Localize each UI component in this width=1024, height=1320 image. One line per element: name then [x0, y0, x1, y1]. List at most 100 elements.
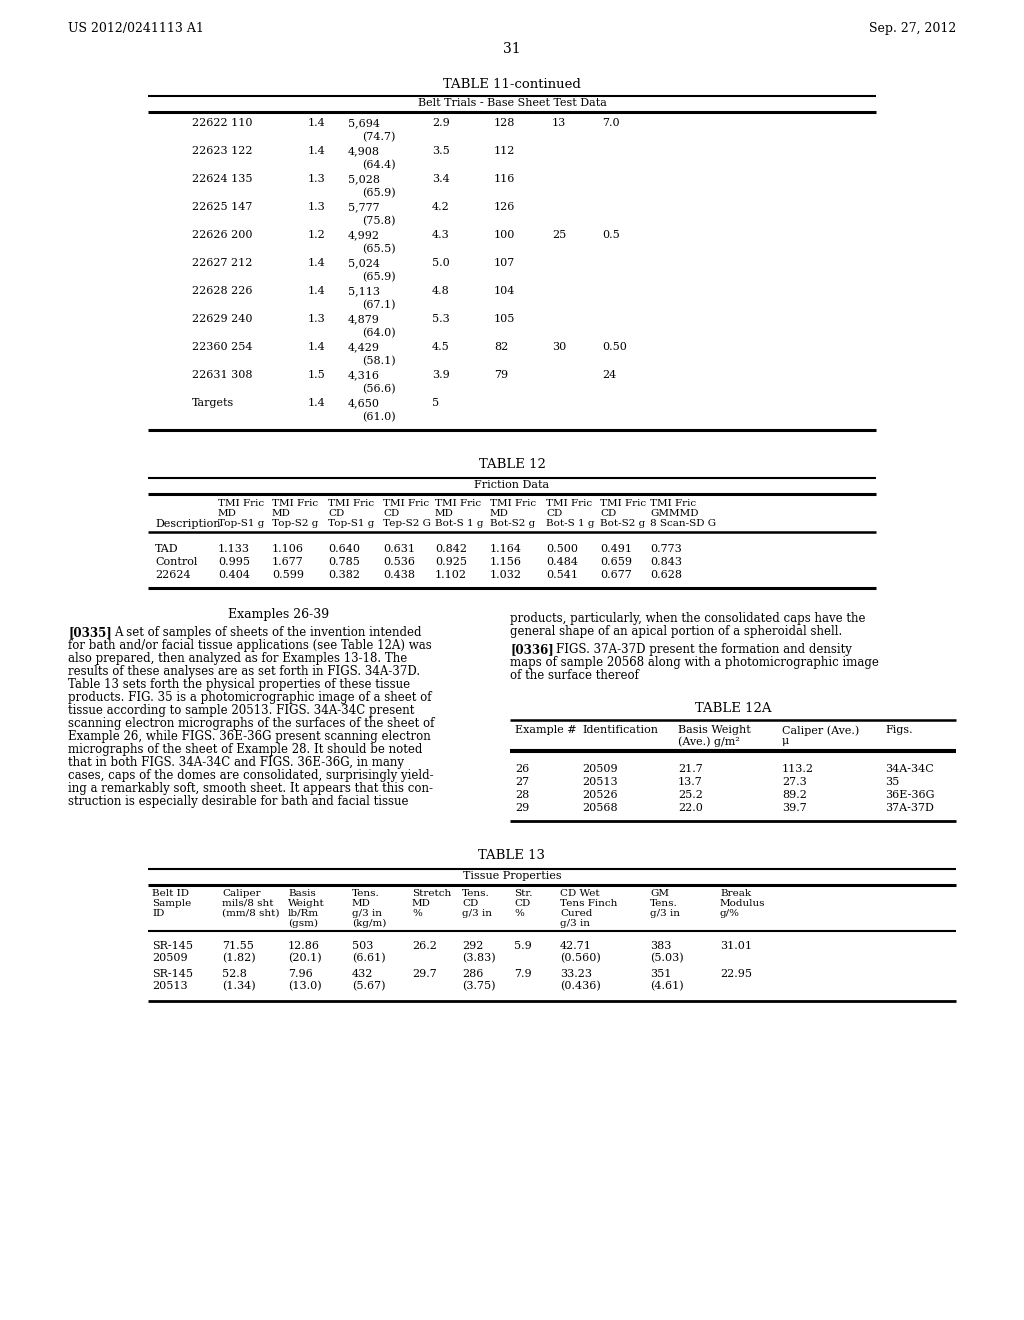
Text: (65.5): (65.5): [362, 244, 395, 255]
Text: 351: 351: [650, 969, 672, 979]
Text: 20513: 20513: [582, 777, 617, 787]
Text: 4,429: 4,429: [348, 342, 380, 352]
Text: 432: 432: [352, 969, 374, 979]
Text: 4,650: 4,650: [348, 399, 380, 408]
Text: 100: 100: [494, 230, 515, 240]
Text: 28: 28: [515, 789, 529, 800]
Text: g/3 in: g/3 in: [462, 909, 492, 917]
Text: Bot-S 1 g: Bot-S 1 g: [546, 519, 595, 528]
Text: 22628 226: 22628 226: [193, 286, 253, 296]
Text: results of these analyses are as set forth in FIGS. 34A-37D.: results of these analyses are as set for…: [68, 665, 420, 678]
Text: (3.75): (3.75): [462, 981, 496, 991]
Text: MD: MD: [412, 899, 431, 908]
Text: 128: 128: [494, 117, 515, 128]
Text: 4.2: 4.2: [432, 202, 450, 213]
Text: 0.5: 0.5: [602, 230, 620, 240]
Text: 0.491: 0.491: [600, 544, 632, 554]
Text: 3.5: 3.5: [432, 147, 450, 156]
Text: for bath and/or facial tissue applications (see Table 12A) was: for bath and/or facial tissue applicatio…: [68, 639, 432, 652]
Text: Sample: Sample: [152, 899, 191, 908]
Text: 22.95: 22.95: [720, 969, 752, 979]
Text: CD: CD: [546, 510, 562, 517]
Text: 5: 5: [432, 399, 439, 408]
Text: 5.0: 5.0: [432, 257, 450, 268]
Text: Modulus: Modulus: [720, 899, 766, 908]
Text: ID: ID: [152, 909, 165, 917]
Text: (64.0): (64.0): [362, 327, 395, 338]
Text: Examples 26-39: Examples 26-39: [228, 609, 330, 620]
Text: (mm/8 sht): (mm/8 sht): [222, 909, 280, 917]
Text: products. FIG. 35 is a photomicrographic image of a sheet of: products. FIG. 35 is a photomicrographic…: [68, 690, 431, 704]
Text: 0.484: 0.484: [546, 557, 578, 568]
Text: 5,028: 5,028: [348, 174, 380, 183]
Text: (5.03): (5.03): [650, 953, 684, 964]
Text: 79: 79: [494, 370, 508, 380]
Text: TMI Fric: TMI Fric: [383, 499, 429, 508]
Text: 0.677: 0.677: [600, 570, 632, 579]
Text: 0.536: 0.536: [383, 557, 415, 568]
Text: 0.404: 0.404: [218, 570, 250, 579]
Text: 104: 104: [494, 286, 515, 296]
Text: 22624 135: 22624 135: [193, 174, 253, 183]
Text: 21.7: 21.7: [678, 764, 702, 774]
Text: 22625 147: 22625 147: [193, 202, 252, 213]
Text: MD: MD: [218, 510, 237, 517]
Text: (4.61): (4.61): [650, 981, 684, 991]
Text: 0.925: 0.925: [435, 557, 467, 568]
Text: 42.71: 42.71: [560, 941, 592, 950]
Text: [0335]: [0335]: [68, 626, 112, 639]
Text: (61.0): (61.0): [362, 412, 395, 422]
Text: 29: 29: [515, 803, 529, 813]
Text: Top-S1 g: Top-S1 g: [328, 519, 375, 528]
Text: Basis Weight: Basis Weight: [678, 725, 751, 735]
Text: CD Wet: CD Wet: [560, 888, 600, 898]
Text: (0.560): (0.560): [560, 953, 601, 964]
Text: (1.34): (1.34): [222, 981, 256, 991]
Text: cases, caps of the domes are consolidated, surprisingly yield-: cases, caps of the domes are consolidate…: [68, 770, 433, 781]
Text: 5.9: 5.9: [514, 941, 531, 950]
Text: 0.50: 0.50: [602, 342, 627, 352]
Text: 0.659: 0.659: [600, 557, 632, 568]
Text: g/3 in: g/3 in: [560, 919, 590, 928]
Text: US 2012/0241113 A1: US 2012/0241113 A1: [68, 22, 204, 36]
Text: TMI Fric: TMI Fric: [218, 499, 264, 508]
Text: MD: MD: [272, 510, 291, 517]
Text: 27.3: 27.3: [782, 777, 807, 787]
Text: TMI Fric: TMI Fric: [490, 499, 537, 508]
Text: MD: MD: [435, 510, 454, 517]
Text: 20513: 20513: [152, 981, 187, 991]
Text: 1.4: 1.4: [308, 117, 326, 128]
Text: (20.1): (20.1): [288, 953, 322, 964]
Text: 0.995: 0.995: [218, 557, 250, 568]
Text: 20526: 20526: [582, 789, 617, 800]
Text: (13.0): (13.0): [288, 981, 322, 991]
Text: Friction Data: Friction Data: [474, 480, 550, 490]
Text: 22360 254: 22360 254: [193, 342, 253, 352]
Text: Example #: Example #: [515, 725, 577, 735]
Text: TABLE 11-continued: TABLE 11-continued: [443, 78, 581, 91]
Text: 7.9: 7.9: [514, 969, 531, 979]
Text: (56.6): (56.6): [362, 384, 395, 395]
Text: CD: CD: [514, 899, 530, 908]
Text: TAD: TAD: [155, 544, 178, 554]
Text: 4,879: 4,879: [348, 314, 380, 323]
Text: TABLE 12: TABLE 12: [478, 458, 546, 471]
Text: 1.3: 1.3: [308, 202, 326, 213]
Text: 0.842: 0.842: [435, 544, 467, 554]
Text: Example 26, while FIGS. 36E-36G present scanning electron: Example 26, while FIGS. 36E-36G present …: [68, 730, 431, 743]
Text: 13.7: 13.7: [678, 777, 702, 787]
Text: TABLE 13: TABLE 13: [478, 849, 546, 862]
Text: 37A-37D: 37A-37D: [885, 803, 934, 813]
Text: 25: 25: [552, 230, 566, 240]
Text: 1.156: 1.156: [490, 557, 522, 568]
Text: g/3 in: g/3 in: [352, 909, 382, 917]
Text: 1.677: 1.677: [272, 557, 304, 568]
Text: 24: 24: [602, 370, 616, 380]
Text: 503: 503: [352, 941, 374, 950]
Text: 22627 212: 22627 212: [193, 257, 252, 268]
Text: 20509: 20509: [582, 764, 617, 774]
Text: 0.843: 0.843: [650, 557, 682, 568]
Text: 35: 35: [885, 777, 899, 787]
Text: 82: 82: [494, 342, 508, 352]
Text: (kg/m): (kg/m): [352, 919, 386, 928]
